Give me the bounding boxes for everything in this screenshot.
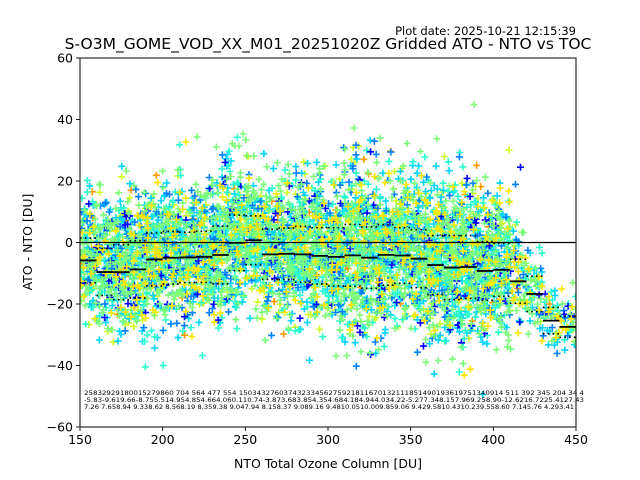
x-tick-label: 250 — [233, 432, 257, 447]
y-axis-label: ATO - NTO [DU] — [20, 194, 35, 291]
y-tick-label: 20 — [57, 174, 73, 189]
chart-title: S-O3M_GOME_VOD_XX_M01_20251020Z Gridded … — [65, 35, 592, 54]
x-axis: 150 200 250 300 350 400 450 — [68, 427, 588, 447]
y-tick-label: 60 — [57, 51, 73, 66]
y-tick-label: −60 — [47, 420, 73, 435]
statistics-lines — [80, 214, 576, 339]
plot-date: Plot date: 2025-10-21 12:15:39 — [395, 24, 576, 38]
scatter-points — [80, 100, 576, 398]
x-tick-label: 200 — [151, 432, 175, 447]
scatter-series-7 — [80, 138, 576, 379]
y-tick-label: 0 — [65, 235, 73, 250]
x-tick-label: 350 — [399, 432, 423, 447]
annotation-counts: 25832929180015279860 704 564 477 554 150… — [84, 390, 584, 397]
y-tick-label: −20 — [47, 297, 73, 312]
bin-annotations: 25832929180015279860 704 564 477 554 150… — [84, 390, 584, 411]
annotation-medians: -5.83-9.619.66-8.755.514.954.854.664.060… — [84, 397, 584, 404]
annotation-stds: 7.26 7.658.94 9.338.62 8.568.19 8.359.38… — [84, 404, 574, 411]
x-axis-label: NTO Total Ozone Column [DU] — [234, 456, 422, 471]
x-tick-label: 400 — [481, 432, 505, 447]
x-tick-label: 450 — [564, 432, 588, 447]
x-tick-label: 150 — [68, 432, 92, 447]
y-axis: 60 40 20 0 −20 −40 −60 — [47, 51, 80, 435]
y-tick-label: −40 — [47, 358, 73, 373]
x-tick-label: 300 — [316, 432, 340, 447]
y-tick-label: 40 — [57, 112, 73, 127]
